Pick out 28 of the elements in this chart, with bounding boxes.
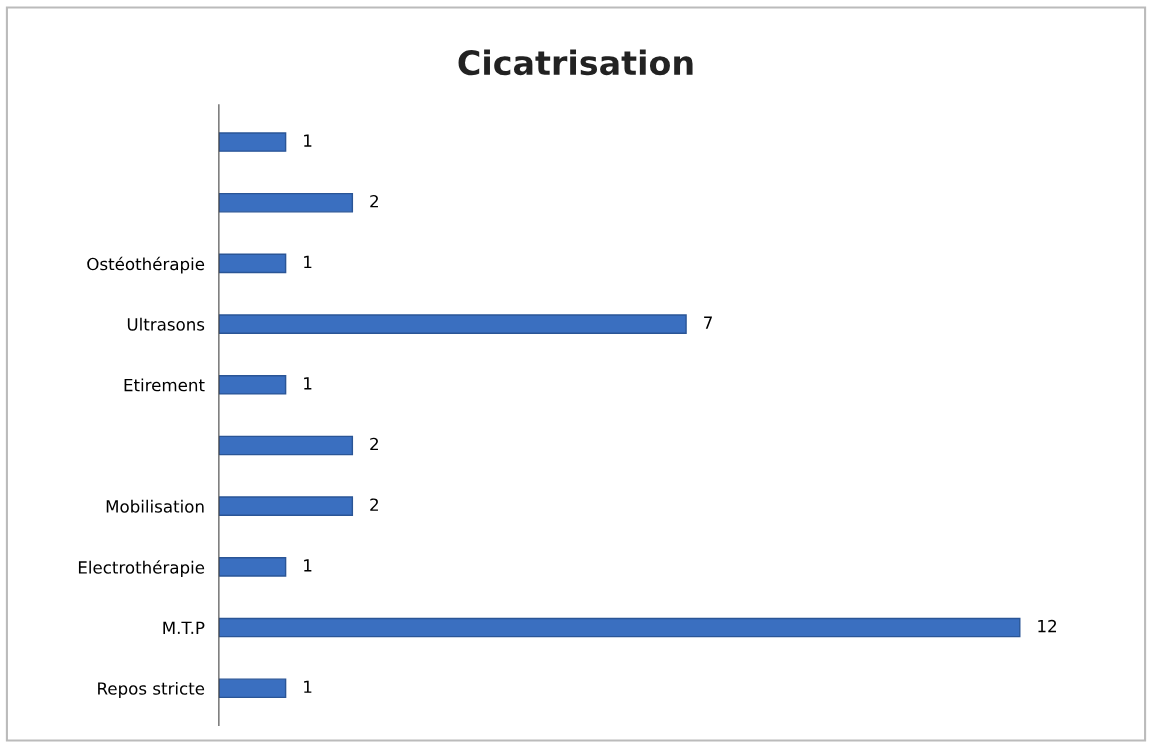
bar <box>218 617 1021 638</box>
y-tick-label: Electrothérapie <box>78 560 205 577</box>
y-tick-label: Ostéothérapie <box>87 256 205 274</box>
y-tick-label: Etirement <box>124 378 205 392</box>
bar <box>218 496 354 516</box>
data-label: 7 <box>704 316 712 329</box>
data-label: 1 <box>304 559 312 572</box>
data-label: 2 <box>370 194 378 208</box>
bar <box>218 132 287 152</box>
bar <box>218 435 354 456</box>
data-label: 1 <box>304 255 312 269</box>
bar <box>218 314 687 334</box>
data-label: 2 <box>370 437 378 451</box>
data-label: 1 <box>304 377 312 390</box>
bar <box>218 557 287 577</box>
data-label: 12 <box>1038 619 1056 633</box>
bar <box>218 253 287 274</box>
bar <box>218 678 287 699</box>
y-tick-label: M.T.P <box>163 621 205 634</box>
data-label: 1 <box>304 134 312 147</box>
chart-title: Cicatrisation <box>458 49 693 76</box>
data-label: 1 <box>304 680 312 693</box>
bar <box>218 374 287 395</box>
data-label: 2 <box>370 498 378 511</box>
y-tick-label: Mobilisation <box>106 499 204 513</box>
y-tick-label: Ultrasons <box>127 317 205 331</box>
bar <box>218 192 354 213</box>
y-tick-label: Repos stricte <box>98 681 205 699</box>
